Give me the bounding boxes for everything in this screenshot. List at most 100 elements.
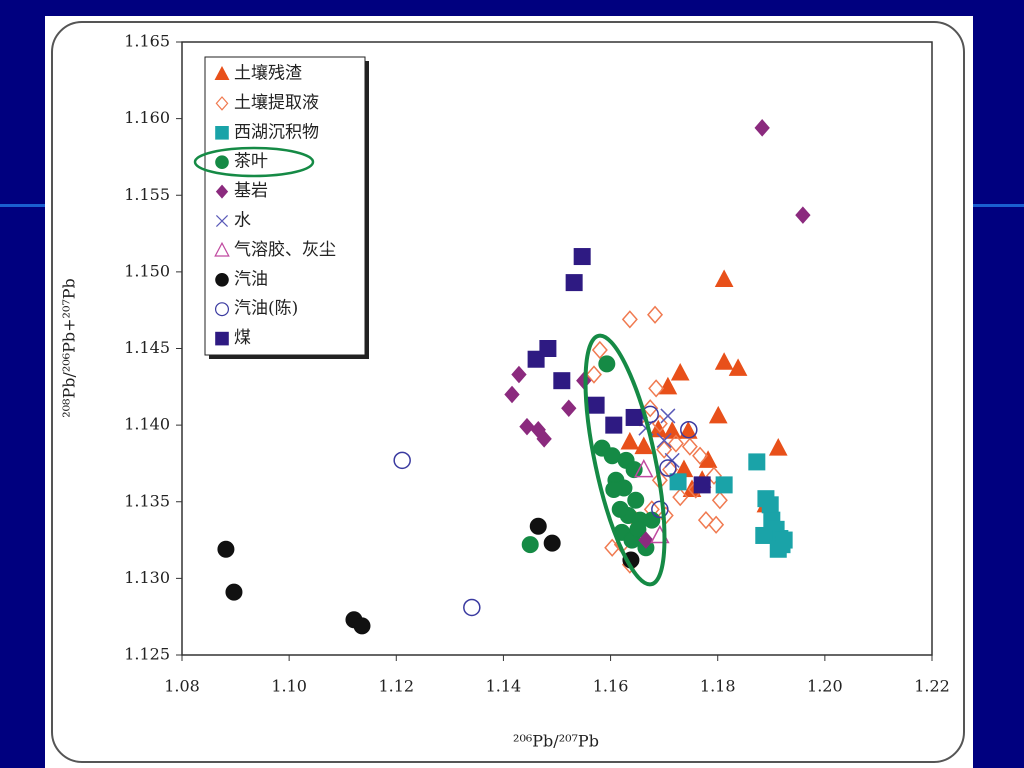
x-tick-label: 1.20 — [807, 677, 843, 696]
point — [768, 438, 788, 456]
point — [656, 432, 672, 448]
point — [667, 434, 684, 453]
point — [714, 269, 734, 288]
point — [605, 480, 623, 498]
x-tick-label: 1.12 — [378, 677, 414, 696]
point — [565, 274, 583, 292]
point — [634, 436, 654, 455]
point — [692, 446, 709, 465]
x-tick-label: 1.10 — [271, 677, 307, 696]
legend-highlight — [193, 146, 315, 178]
point — [670, 362, 690, 381]
figure-frame — [51, 21, 965, 763]
point — [553, 372, 571, 390]
point — [605, 416, 623, 434]
x-tick-label: 1.22 — [914, 677, 950, 696]
point — [521, 536, 539, 554]
point — [754, 119, 770, 137]
point — [775, 531, 793, 549]
point — [651, 500, 669, 519]
point — [217, 540, 235, 558]
y-tick-label: 1.135 — [124, 491, 170, 510]
y-tick-label: 1.125 — [124, 645, 170, 664]
point — [591, 340, 608, 360]
legend-marker — [214, 241, 230, 257]
legend-box — [204, 56, 366, 356]
point — [393, 451, 411, 470]
point — [669, 473, 687, 491]
point — [611, 500, 629, 518]
legend-label: 煤 — [234, 328, 251, 348]
point — [625, 461, 643, 479]
point — [620, 431, 640, 450]
point — [519, 417, 535, 436]
point — [634, 458, 654, 478]
legend-marker — [215, 96, 229, 111]
point — [604, 538, 621, 557]
point — [585, 365, 602, 384]
point — [715, 476, 733, 494]
point — [728, 358, 748, 376]
legend-label: 茶叶 — [234, 152, 268, 172]
legend-marker — [215, 331, 229, 346]
legend-marker — [215, 155, 229, 170]
point — [647, 305, 664, 324]
legend-marker — [215, 126, 229, 140]
legend-marker — [214, 302, 229, 317]
legend-label: 水 — [234, 211, 251, 231]
point — [795, 206, 811, 224]
x-tick-label: 1.14 — [486, 677, 522, 696]
legend-label: 汽油 — [234, 269, 268, 289]
point — [629, 520, 647, 538]
point — [659, 459, 677, 477]
point — [527, 350, 545, 368]
point — [748, 453, 766, 471]
point — [660, 408, 676, 424]
legend-marker — [215, 184, 229, 199]
y-tick-label: 1.150 — [124, 261, 170, 280]
point — [680, 420, 698, 439]
y-tick-label: 1.130 — [124, 568, 170, 587]
point — [573, 248, 591, 266]
legend-label: 气溶胶、灰尘 — [234, 240, 336, 260]
y-tick-label: 1.140 — [124, 415, 170, 434]
y-tick-label: 1.145 — [124, 338, 170, 357]
legend-label: 土壤提取液 — [234, 92, 319, 113]
point — [598, 355, 616, 373]
legend-label: 西湖沉积物 — [234, 122, 319, 142]
y-axis-label: ²⁰⁸Pb/²⁰⁶Pb+²⁰⁷Pb — [60, 278, 79, 418]
point — [504, 385, 520, 404]
x-tick-label: 1.18 — [700, 677, 736, 696]
legend-marker — [215, 214, 229, 228]
point — [643, 511, 661, 529]
point — [693, 476, 711, 494]
point — [662, 421, 682, 439]
point — [656, 440, 673, 459]
x-tick-label: 1.16 — [593, 677, 629, 696]
point — [648, 379, 665, 398]
point — [625, 408, 643, 426]
x-axis-label: ²⁰⁶Pb/²⁰⁷Pb — [513, 732, 599, 751]
point — [638, 531, 654, 549]
point — [642, 399, 659, 418]
plot-area: 1.125 1.130 1.135 1.140 1.145 1.150 1.155 1.160… — [124, 32, 950, 696]
point — [705, 466, 722, 485]
point — [708, 405, 728, 424]
point — [511, 365, 527, 384]
legend-marker — [215, 272, 229, 287]
point — [529, 517, 547, 535]
legend-label: 土壤残渣 — [234, 63, 302, 84]
y-tick-label: 1.160 — [124, 108, 170, 127]
legend-label: 汽油(陈) — [234, 299, 298, 319]
point — [672, 488, 689, 507]
point — [664, 452, 680, 468]
point — [714, 352, 734, 370]
point — [761, 496, 779, 514]
point — [621, 310, 638, 329]
point — [697, 511, 714, 530]
y-tick-label: 1.155 — [124, 185, 170, 204]
point — [463, 598, 481, 617]
